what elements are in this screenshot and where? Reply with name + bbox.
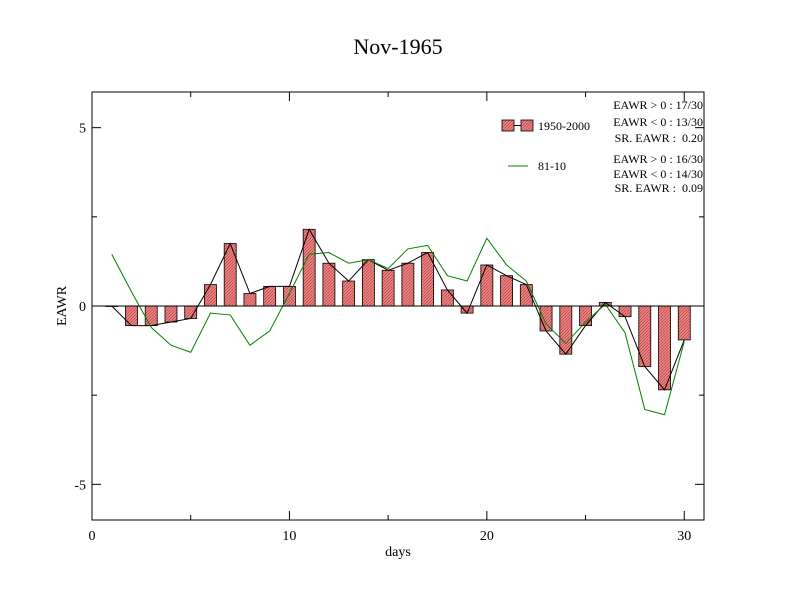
legend-bar-swatch-right <box>520 119 534 132</box>
legend-label-1950-2000: 1950-2000 <box>538 119 590 133</box>
bar-day-12 <box>322 262 336 307</box>
line-series <box>111 228 685 416</box>
y-tick-label--5: -5 <box>74 478 86 493</box>
x-tick-label-0: 0 <box>89 529 96 544</box>
bar-day-9 <box>263 285 277 307</box>
bar-day-27 <box>618 305 632 318</box>
x-tick-label-30: 30 <box>677 529 691 544</box>
bar-day-16 <box>401 262 415 307</box>
x-tick-label-20: 20 <box>480 529 494 544</box>
bar-day-30 <box>677 305 691 341</box>
bar-day-18 <box>440 289 454 307</box>
stat-8110-sr: SR. EAWR : 0.09 <box>615 181 703 195</box>
bar-day-14 <box>361 259 375 307</box>
stats-block: EAWR > 0 : 17/30 EAWR < 0 : 13/30 SR. EA… <box>613 98 703 195</box>
bar-day-6 <box>204 284 217 307</box>
bar-day-2 <box>125 305 138 327</box>
bar-day-3 <box>144 305 158 327</box>
bar-day-29 <box>658 305 671 391</box>
chart-title: Nov-1965 <box>353 34 442 59</box>
line-1950-2000 <box>111 228 685 391</box>
axes: 0 10 20 30 5 0 -5 <box>74 92 704 544</box>
legend: 1950-2000 81-10 <box>501 119 590 173</box>
legend-label-81-10: 81-10 <box>538 159 566 173</box>
bar-day-23 <box>539 305 553 332</box>
bar-series <box>105 228 691 391</box>
bar-day-15 <box>381 269 395 307</box>
bar-day-13 <box>342 280 356 307</box>
legend-bar-swatch-left <box>501 119 515 132</box>
stat-1950-pos: EAWR > 0 : 17/30 <box>613 98 703 112</box>
bar-day-8 <box>243 293 257 307</box>
stat-1950-sr: SR. EAWR : 0.20 <box>615 131 703 145</box>
bar-day-28 <box>638 305 652 368</box>
y-axis-label: EAWR <box>55 285 70 326</box>
x-axis-label: days <box>385 545 411 560</box>
stat-8110-pos: EAWR > 0 : 16/30 <box>613 152 703 166</box>
y-tick-label-0: 0 <box>79 300 86 315</box>
line-81-10 <box>111 237 685 416</box>
x-tick-label-10: 10 <box>282 529 296 544</box>
bar-day-24 <box>559 305 573 355</box>
stat-1950-neg: EAWR < 0 : 13/30 <box>613 115 703 129</box>
bar-day-21 <box>500 275 513 307</box>
bar-day-10 <box>283 285 296 307</box>
y-tick-label-5: 5 <box>79 122 86 137</box>
bar-day-20 <box>480 264 494 307</box>
bar-day-4 <box>164 305 178 323</box>
stat-8110-neg: EAWR < 0 : 14/30 <box>613 167 703 181</box>
